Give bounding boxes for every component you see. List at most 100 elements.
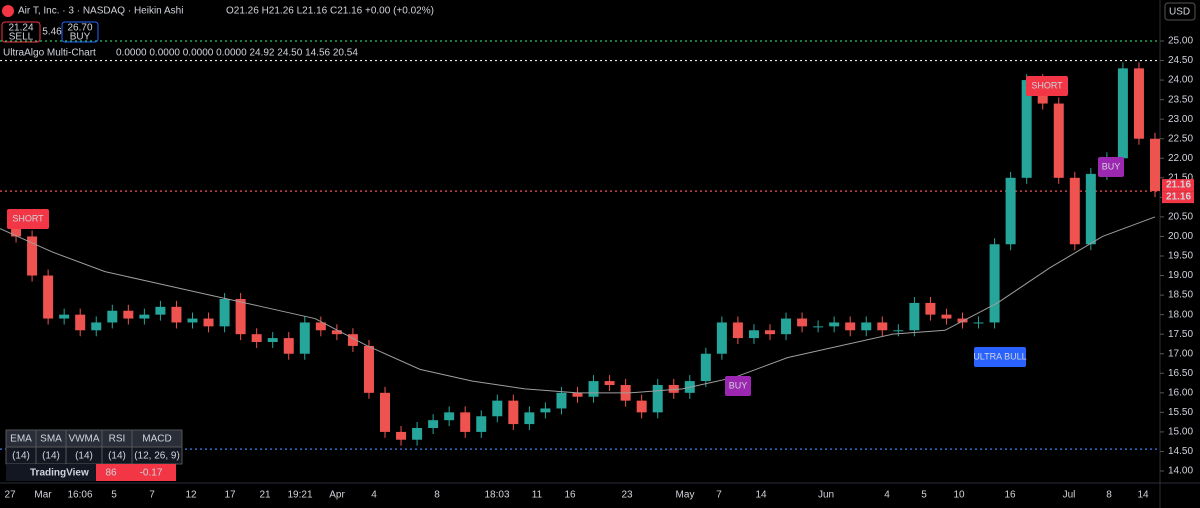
candle [331, 330, 342, 335]
x-tick-label: 17 [224, 490, 236, 501]
brand: TradingView [30, 468, 89, 479]
candle [1053, 103, 1064, 178]
candle [909, 302, 920, 331]
candle [989, 244, 1000, 323]
candle [283, 338, 294, 354]
table-param: (14) [42, 451, 60, 462]
x-tick-label: 8 [434, 490, 440, 501]
y-tick-label: 23.50 [1168, 94, 1193, 105]
candle [700, 353, 711, 382]
buy-box[interactable] [61, 21, 99, 43]
y-tick-label: 21.50 [1168, 172, 1193, 183]
candle [123, 310, 134, 319]
candle [428, 420, 439, 428]
x-tick-label: 4 [371, 490, 377, 501]
candle [187, 318, 198, 323]
sell-price[interactable]: 21.24 [8, 23, 33, 34]
candle [75, 314, 86, 331]
x-tick-label: 8 [1106, 490, 1112, 501]
candle [107, 310, 118, 323]
candle [460, 412, 471, 432]
y-tick-label: 14.00 [1168, 466, 1193, 477]
candle [861, 322, 872, 331]
candle [845, 322, 856, 331]
table-macd: -0.17 [140, 468, 163, 479]
signal-badge [7, 209, 49, 229]
table-header: EMA [10, 434, 32, 445]
candle [251, 334, 262, 342]
table-partial: 86 [105, 468, 117, 479]
y-tick-label: 14.50 [1168, 446, 1193, 457]
buy[interactable]: BUY [70, 32, 91, 43]
y-tick-label: 24.50 [1168, 55, 1193, 66]
x-tick-label: 5 [111, 490, 117, 501]
buy-price[interactable]: 26.70 [67, 23, 92, 34]
candle [235, 299, 246, 335]
y-tick-label: 19.50 [1168, 251, 1193, 262]
candle [139, 314, 150, 319]
currency[interactable]: USD [1169, 7, 1190, 18]
candle [155, 306, 166, 315]
candle [1021, 80, 1032, 178]
candle [1069, 177, 1080, 245]
signal-badge [1026, 76, 1068, 96]
candle [925, 302, 936, 315]
symbol: Air T, Inc. · 3 · NASDAQ · Heikin Ashi [18, 6, 183, 17]
x-tick-label: 16:06 [67, 490, 92, 501]
candle [1150, 138, 1160, 192]
x-tick-label: 5 [921, 490, 927, 501]
price-label: 21.16 [1166, 180, 1191, 191]
price-label-bg [1162, 179, 1194, 192]
candle [588, 381, 599, 397]
x-tick-label: 16 [564, 490, 576, 501]
table-header: MACD [142, 434, 171, 445]
indicator-name: UltraAlgo Multi-Chart [3, 48, 96, 59]
moving-average [0, 216, 1156, 394]
candle [299, 322, 310, 354]
currency-btn[interactable] [1164, 2, 1196, 21]
y-tick-label: 19.00 [1168, 270, 1193, 281]
candle [797, 318, 808, 327]
signal-label: SHORT [12, 213, 44, 223]
candle [524, 412, 535, 425]
y-tick-label: 20.50 [1168, 212, 1193, 223]
x-tick-label: Jun [818, 490, 834, 501]
sell-box[interactable] [1, 21, 41, 43]
candle [604, 381, 615, 385]
candle [91, 322, 102, 331]
candle [219, 299, 230, 327]
indicator-values: 0.0000 0.0000 0.0000 0.0000 24.92 24.50 … [116, 48, 358, 59]
x-tick-label: 21 [259, 490, 271, 501]
x-tick-label: Apr [329, 490, 345, 501]
y-tick-label: 22.50 [1168, 133, 1193, 144]
sell[interactable]: SELL [9, 32, 34, 43]
table-header: VWMA [68, 434, 99, 445]
candle [732, 322, 743, 339]
candle [572, 392, 583, 397]
candle [893, 330, 904, 332]
y-tick-label: 17.00 [1168, 348, 1193, 359]
candle [556, 392, 567, 409]
x-tick-label: 16 [1004, 490, 1016, 501]
x-tick-label: 23 [621, 490, 633, 501]
y-tick-label: 18.00 [1168, 309, 1193, 320]
price-label: 21.16 [1166, 192, 1191, 203]
y-tick-label: 24.00 [1168, 75, 1193, 86]
signal-label: BUY [1102, 161, 1121, 171]
table-param: (12, 26, 9) [134, 451, 180, 462]
table-param: (14) [75, 451, 93, 462]
table-param: (14) [12, 451, 30, 462]
candle [781, 318, 792, 335]
candle [203, 318, 214, 327]
candle [813, 326, 824, 328]
candle [476, 416, 487, 432]
signal-badge [1098, 157, 1124, 177]
table-header: RSI [109, 434, 126, 445]
y-tick-label: 15.50 [1168, 407, 1193, 418]
x-tick-label: 12 [185, 490, 197, 501]
candle [267, 338, 278, 342]
candle [973, 322, 984, 324]
candle [540, 408, 551, 413]
y-tick-label: 23.00 [1168, 114, 1193, 125]
table-param: (14) [108, 451, 126, 462]
